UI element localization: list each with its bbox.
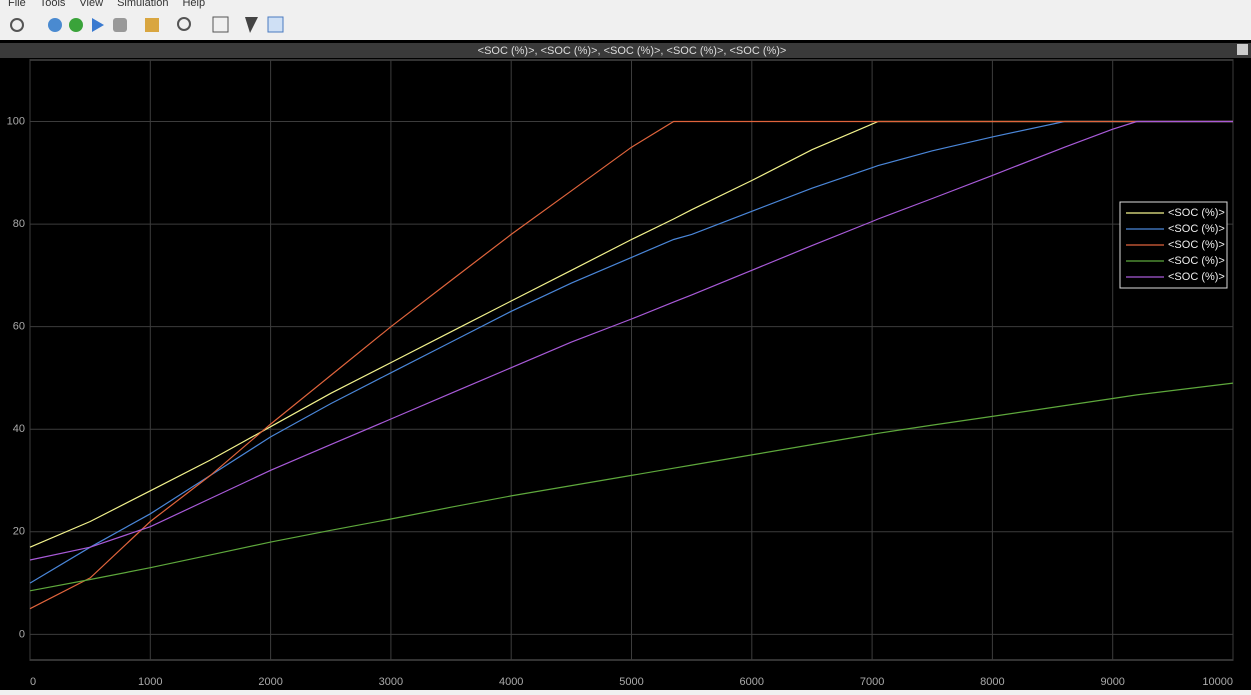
- x-tick-label: 7000: [860, 676, 884, 688]
- series-line: [29, 120, 1233, 561]
- toolbar-bg: [0, 0, 1251, 40]
- series-line: [29, 382, 1234, 592]
- x-tick-label: 6000: [740, 676, 764, 688]
- step-forward-button[interactable]: [92, 18, 104, 32]
- menu-item[interactable]: Help: [182, 0, 205, 9]
- step-back-button[interactable]: [48, 18, 62, 32]
- x-tick-label: 8000: [980, 676, 1004, 688]
- legend-label: <SOC (%)>: [1168, 255, 1225, 267]
- toolbar: [10, 16, 284, 33]
- y-tick-label: 20: [13, 526, 25, 538]
- x-tick-label: 4000: [499, 676, 523, 688]
- series-line: [29, 120, 1233, 610]
- x-tick-label: 9000: [1100, 676, 1124, 688]
- x-tick-label: 3000: [379, 676, 403, 688]
- stop-button[interactable]: [113, 18, 127, 32]
- y-tick-label: 60: [13, 321, 25, 333]
- x-tick-label: 0: [30, 676, 36, 688]
- run-button[interactable]: [69, 18, 83, 32]
- style-button[interactable]: [267, 16, 284, 33]
- chart-title: <SOC (%)>, <SOC (%)>, <SOC (%)>, <SOC (%…: [478, 45, 787, 57]
- legend-label: <SOC (%)>: [1168, 271, 1225, 283]
- x-tick-label: 5000: [619, 676, 643, 688]
- fit-button[interactable]: [212, 16, 229, 33]
- legend-label: <SOC (%)>: [1168, 239, 1225, 251]
- y-tick-label: 0: [19, 628, 25, 640]
- title-bar: [0, 43, 1251, 58]
- y-tick-label: 40: [13, 423, 25, 435]
- undock-button[interactable]: [1237, 44, 1248, 55]
- legend-label: <SOC (%)>: [1168, 223, 1225, 235]
- y-tick-label: 100: [7, 115, 25, 127]
- legend-label: <SOC (%)>: [1168, 207, 1225, 219]
- menu-bar: File Tools View Simulation Help: [8, 0, 205, 9]
- menu-item[interactable]: File: [8, 0, 26, 9]
- cursor-button[interactable]: [245, 17, 258, 33]
- settings-button[interactable]: [10, 18, 24, 32]
- x-tick-label: 2000: [258, 676, 282, 688]
- menu-item[interactable]: Tools: [40, 0, 66, 9]
- highlight-button[interactable]: [145, 18, 159, 32]
- zoom-button[interactable]: [177, 17, 191, 31]
- y-tick-label: 80: [13, 218, 25, 230]
- series-line: [29, 120, 1233, 584]
- x-tick-label: 10000: [1202, 676, 1233, 688]
- menu-item[interactable]: Simulation: [117, 0, 168, 9]
- menu-item[interactable]: View: [79, 0, 103, 9]
- x-tick-label: 1000: [138, 676, 162, 688]
